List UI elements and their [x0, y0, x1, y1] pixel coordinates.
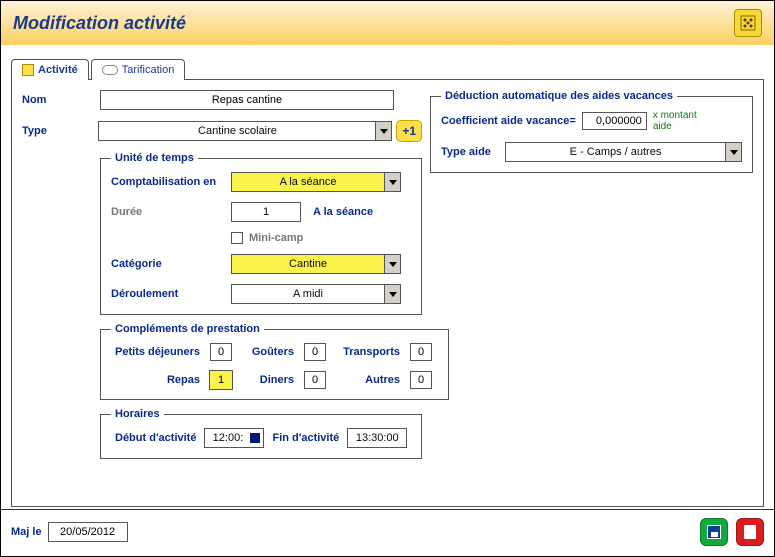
unite-temps-legend: Unité de temps: [111, 152, 198, 164]
categorie-value: Cantine: [232, 255, 384, 273]
activite-tab-icon: [22, 64, 34, 76]
maj-label: Maj le: [11, 526, 42, 538]
gouters-input[interactable]: [304, 343, 326, 361]
footer-bar: Maj le 20/05/2012: [1, 510, 774, 554]
unite-temps-group: Unité de temps Comptabilisation en A la …: [100, 152, 422, 315]
save-button[interactable]: [700, 518, 728, 546]
fin-label: Fin d'activité: [272, 432, 339, 444]
chevron-down-icon: [384, 173, 400, 191]
duree-input[interactable]: [231, 202, 301, 222]
debut-value: 12:00:: [205, 432, 250, 444]
chevron-down-icon: [725, 143, 741, 161]
chevron-down-icon: [384, 285, 400, 303]
add-type-button[interactable]: +1: [396, 120, 422, 142]
deroulement-value: A midi: [232, 285, 384, 303]
tab-strip: Activité Tarification: [11, 59, 764, 80]
comptabilisation-label: Comptabilisation en: [111, 176, 231, 188]
tab-body: Nom Type Cantine scolaire +1 Unité de te…: [11, 79, 764, 507]
left-column: Nom Type Cantine scolaire +1 Unité de te…: [22, 90, 422, 467]
dice-icon: [734, 9, 762, 37]
fin-value: 13:30:00: [348, 432, 406, 444]
categorie-label: Catégorie: [111, 258, 231, 270]
tab-activite[interactable]: Activité: [11, 59, 89, 80]
complements-legend: Compléments de prestation: [111, 323, 264, 335]
deduction-legend: Déduction automatique des aides vacances: [441, 90, 677, 102]
comptabilisation-value: A la séance: [232, 173, 384, 191]
maj-date-input[interactable]: 20/05/2012: [48, 522, 128, 542]
type-label: Type: [22, 125, 98, 137]
deroulement-select[interactable]: A midi: [231, 284, 401, 304]
diners-label: Diners: [242, 374, 300, 386]
fin-time-input[interactable]: 13:30:00: [347, 428, 407, 448]
type-aide-label: Type aide: [441, 146, 499, 158]
duree-unit: A la séance: [313, 206, 373, 218]
close-button[interactable]: [736, 518, 764, 546]
categorie-select[interactable]: Cantine: [231, 254, 401, 274]
disk-icon: [707, 525, 721, 539]
deduction-group: Déduction automatique des aides vacances…: [430, 90, 753, 173]
duree-label: Durée: [111, 206, 231, 218]
transports-label: Transports: [336, 346, 406, 358]
door-icon: [744, 525, 756, 539]
tab-tarification[interactable]: Tarification: [91, 59, 186, 80]
horaires-group: Horaires Début d'activité 12:00: Fin d'a…: [100, 408, 422, 459]
repas-input[interactable]: [210, 371, 232, 389]
xmontant-label-1: x montant: [653, 110, 697, 121]
type-select[interactable]: Cantine scolaire: [98, 121, 392, 141]
type-aide-select[interactable]: E - Camps / autres: [505, 142, 742, 162]
type-value: Cantine scolaire: [99, 122, 375, 140]
chevron-down-icon: [384, 255, 400, 273]
time-cursor-icon: [250, 433, 260, 443]
diners-input[interactable]: [304, 371, 326, 389]
gouters-label: Goûters: [242, 346, 300, 358]
autres-label: Autres: [336, 374, 406, 386]
content-area: Activité Tarification Nom Type Cantine s…: [1, 45, 774, 510]
coef-label: Coefficient aide vacance=: [441, 115, 576, 127]
xmontant-label-2: aide: [653, 121, 697, 132]
transports-input[interactable]: [410, 343, 432, 361]
right-column: Déduction automatique des aides vacances…: [430, 90, 753, 181]
nom-label: Nom: [22, 94, 100, 106]
petits-dej-label: Petits déjeuners: [111, 346, 206, 358]
chevron-down-icon: [375, 122, 391, 140]
tab-label: Activité: [38, 64, 78, 76]
debut-label: Début d'activité: [115, 432, 196, 444]
tab-label: Tarification: [122, 64, 175, 76]
minicamp-label: Mini-camp: [249, 232, 303, 244]
autres-input[interactable]: [410, 371, 432, 389]
petits-dej-input[interactable]: [210, 343, 232, 361]
title-bar: Modification activité: [1, 1, 774, 45]
debut-time-input[interactable]: 12:00:: [204, 428, 264, 448]
comptabilisation-select[interactable]: A la séance: [231, 172, 401, 192]
footer-buttons: [700, 518, 764, 546]
complements-group: Compléments de prestation Petits déjeune…: [100, 323, 449, 400]
type-aide-value: E - Camps / autres: [506, 143, 725, 161]
horaires-legend: Horaires: [111, 408, 164, 420]
maj-block: Maj le 20/05/2012: [11, 522, 128, 542]
deroulement-label: Déroulement: [111, 288, 231, 300]
coef-input[interactable]: [582, 112, 647, 130]
minicamp-checkbox[interactable]: [231, 232, 243, 244]
tarification-tab-icon: [102, 65, 118, 75]
window-title: Modification activité: [13, 13, 186, 34]
repas-label: Repas: [111, 374, 206, 386]
nom-input[interactable]: [100, 90, 394, 110]
